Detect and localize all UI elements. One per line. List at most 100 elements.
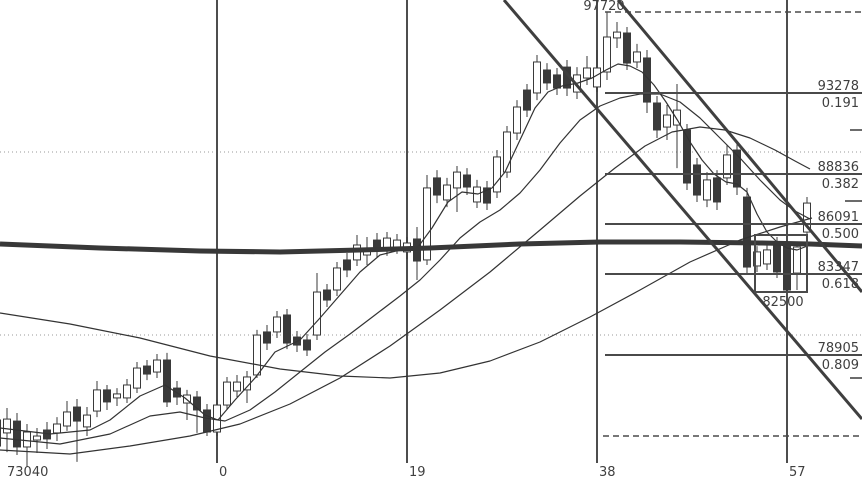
candle-body (283, 314, 291, 344)
candle[interactable] (153, 353, 161, 379)
candle-body (713, 177, 721, 203)
candle[interactable] (433, 170, 441, 204)
candle[interactable] (523, 84, 531, 118)
candle-body (453, 171, 461, 189)
candle-body (743, 196, 751, 268)
candle-body (343, 259, 351, 271)
candle[interactable] (543, 63, 551, 91)
candle[interactable] (633, 43, 641, 68)
candle-body (503, 131, 511, 173)
candle[interactable] (3, 407, 11, 453)
candle[interactable] (713, 170, 721, 210)
candle[interactable] (283, 308, 291, 350)
candle[interactable] (323, 283, 331, 307)
candle-body (133, 367, 141, 389)
trend-line[interactable] (616, 0, 862, 293)
candle[interactable] (43, 421, 51, 449)
candle[interactable] (733, 142, 741, 196)
high-price-label: 97720 (583, 0, 624, 14)
fib-ratio-label: 0.382 (822, 177, 859, 192)
candle[interactable] (163, 352, 171, 408)
candle[interactable] (443, 177, 451, 208)
candle[interactable] (253, 329, 261, 379)
candle[interactable] (723, 144, 731, 186)
candle-body (83, 414, 91, 428)
candle-body (123, 384, 131, 399)
candle[interactable] (613, 22, 621, 48)
trend-line[interactable] (502, 0, 862, 420)
candle[interactable] (503, 125, 511, 178)
candle[interactable] (673, 84, 681, 169)
ma-long-line[interactable] (0, 217, 813, 379)
candle[interactable] (533, 55, 541, 101)
candle[interactable] (83, 407, 91, 437)
candle-body (143, 365, 151, 375)
candle-body (433, 177, 441, 196)
candle-body (773, 242, 781, 273)
candle[interactable] (423, 174, 431, 266)
candle-body (0, 419, 1, 447)
candle[interactable] (483, 181, 491, 210)
candle-body (753, 251, 761, 267)
candle[interactable] (743, 187, 751, 274)
candle[interactable] (703, 172, 711, 208)
candle[interactable] (13, 413, 21, 455)
candle[interactable] (643, 49, 651, 114)
candle[interactable] (343, 253, 351, 278)
candle[interactable] (273, 310, 281, 338)
candle[interactable] (463, 168, 471, 196)
candle[interactable] (73, 399, 81, 462)
candle[interactable] (623, 26, 631, 70)
candle[interactable] (143, 360, 151, 381)
candle[interactable] (313, 273, 321, 340)
candle[interactable] (113, 388, 121, 406)
candle-body (683, 129, 691, 184)
ma-fast-line[interactable] (0, 63, 811, 435)
candle-body (733, 149, 741, 188)
candle[interactable] (593, 49, 601, 93)
candle[interactable] (63, 401, 71, 431)
candle-body (423, 187, 431, 261)
candle[interactable] (493, 150, 501, 198)
candle[interactable] (693, 158, 701, 202)
candle-body (663, 114, 671, 128)
candle[interactable] (0, 414, 1, 452)
candle[interactable] (123, 378, 131, 404)
ma-thick-line[interactable] (0, 239, 862, 255)
candle[interactable] (683, 123, 691, 190)
candle-body (493, 156, 501, 193)
candle[interactable] (453, 166, 461, 212)
candle[interactable] (603, 12, 611, 81)
candle[interactable] (303, 333, 311, 357)
candle[interactable] (333, 261, 341, 297)
candle-body (623, 32, 631, 64)
candle[interactable] (263, 325, 271, 350)
candle[interactable] (233, 374, 241, 398)
candle[interactable] (53, 417, 61, 441)
candle-body (153, 359, 161, 373)
candle[interactable] (193, 391, 201, 433)
box-price-label: 82500 (762, 295, 803, 310)
candle[interactable] (93, 380, 101, 418)
candle[interactable] (373, 232, 381, 258)
candle[interactable] (763, 242, 771, 270)
candle[interactable] (103, 384, 111, 410)
ma-medium-line[interactable] (0, 93, 811, 445)
ma-slow-line[interactable] (0, 126, 811, 455)
candle-body (693, 164, 701, 196)
candle-body (333, 267, 341, 291)
candle[interactable] (223, 376, 231, 410)
candle-body (533, 61, 541, 94)
fib-price-label: 88836 (818, 160, 859, 175)
candle[interactable] (413, 226, 421, 280)
candle[interactable] (653, 96, 661, 138)
candle[interactable] (753, 246, 761, 272)
candle[interactable] (553, 67, 561, 95)
consolidation-box[interactable] (754, 234, 808, 293)
candle-body (543, 69, 551, 84)
candle[interactable] (513, 100, 521, 140)
candle[interactable] (183, 389, 191, 420)
fib-ratio-label: 0.191 (822, 96, 859, 111)
candle[interactable] (133, 362, 141, 394)
